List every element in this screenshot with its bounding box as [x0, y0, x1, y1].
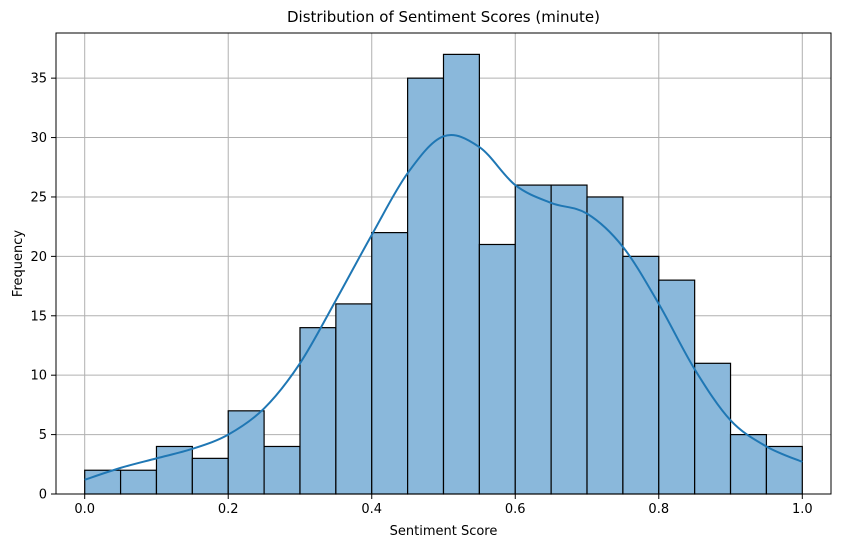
histogram-bar — [119, 469, 158, 495]
histogram-bar — [299, 327, 337, 495]
y-tick-label: 10 — [30, 369, 47, 384]
x-tick-label: 0.6 — [505, 502, 526, 517]
x-axis-label: Sentiment Score — [390, 524, 498, 539]
plot-frame — [55, 32, 832, 495]
ticks-layer: 0.0 0.2 0.4 0.6 0.8 1.0 0 5 10 15 20 25 30 35 — [30, 72, 812, 517]
y-axis-label: Frequency — [11, 230, 26, 297]
x-tick-label: 1.0 — [792, 502, 813, 517]
histogram-bar — [622, 255, 660, 495]
histogram-bar — [514, 184, 552, 495]
histogram-bar — [442, 53, 480, 495]
y-tick-label: 25 — [30, 190, 47, 205]
histogram-bar — [550, 184, 588, 495]
x-tick-label: 0.4 — [361, 502, 382, 517]
x-tick-label: 0.8 — [648, 502, 669, 517]
histogram-bar — [694, 362, 732, 495]
histogram-bar — [586, 196, 624, 495]
histogram-bar — [407, 77, 445, 495]
y-tick-label: 5 — [39, 428, 47, 443]
kde-layer — [84, 134, 803, 481]
histogram-bar — [765, 445, 803, 495]
histogram-bar — [478, 243, 516, 495]
histogram-bar — [191, 457, 229, 495]
x-tick-label: 0.0 — [74, 502, 95, 517]
y-tick-label: 30 — [30, 131, 47, 146]
histogram-bar — [371, 232, 409, 495]
bars-layer — [84, 53, 803, 495]
histogram-bar — [263, 445, 301, 495]
histogram-bar — [335, 303, 373, 495]
y-tick-label: 15 — [30, 309, 47, 324]
y-tick-label: 0 — [39, 488, 47, 503]
x-tick-label: 0.2 — [218, 502, 239, 517]
y-tick-label: 35 — [30, 72, 47, 87]
kde-line — [84, 134, 803, 481]
y-tick-label: 20 — [30, 250, 47, 265]
chart-title: Distribution of Sentiment Scores (minute… — [287, 8, 600, 26]
